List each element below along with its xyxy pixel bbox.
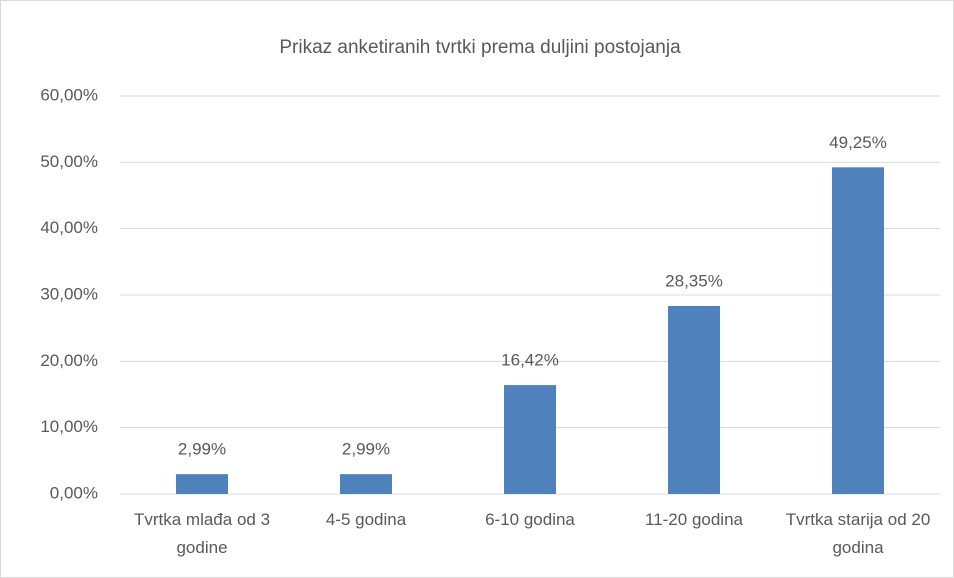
y-tick-label: 20,00% <box>40 351 98 370</box>
y-tick-label: 0,00% <box>50 483 98 502</box>
y-tick-label: 60,00% <box>40 85 98 104</box>
data-label: 16,42% <box>501 351 559 370</box>
data-label: 28,35% <box>665 271 723 290</box>
chart-title: Prikaz anketiranih tvrtki prema duljini … <box>279 37 681 58</box>
data-label: 49,25% <box>829 133 887 152</box>
x-tick-label: 4-5 godina <box>325 510 407 529</box>
bar <box>832 167 884 494</box>
bar <box>176 474 228 494</box>
x-tick-label: Tvrtka mlađa od 3 godine <box>133 510 271 557</box>
x-tick-label: 6-10 godina <box>485 510 575 529</box>
bar <box>340 474 392 494</box>
x-tick-label: Tvrtka starija od 20 godina <box>785 510 931 557</box>
bar <box>504 385 556 494</box>
y-tick-label: 10,00% <box>40 417 98 436</box>
y-tick-label: 30,00% <box>40 284 98 303</box>
y-tick-label: 50,00% <box>40 152 98 171</box>
bar <box>668 305 720 494</box>
y-tick-label: 40,00% <box>40 218 98 237</box>
data-label: 2,99% <box>178 440 226 459</box>
data-label: 2,99% <box>342 440 390 459</box>
x-tick-label: 11-20 godina <box>645 510 743 529</box>
